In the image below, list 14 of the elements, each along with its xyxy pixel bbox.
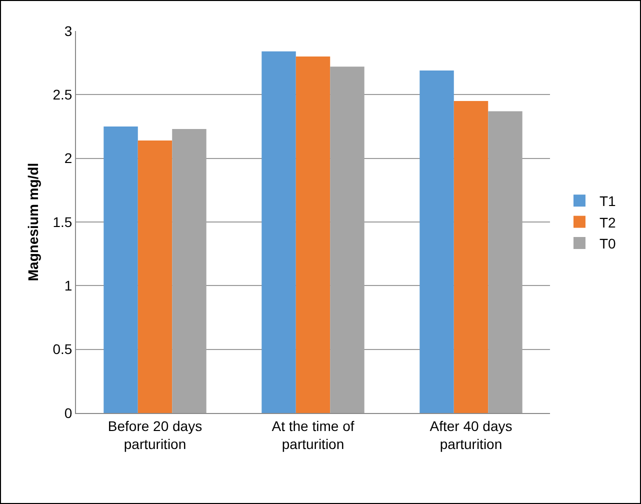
y-tick-label: 3 — [64, 22, 72, 39]
x-tick-label: Before 20 days parturition — [108, 418, 202, 452]
x-tick-label: After 40 days parturition — [430, 418, 512, 452]
y-tick-label: 2 — [64, 150, 72, 166]
y-tick-label: 1 — [64, 278, 72, 294]
legend-label: T0 — [599, 235, 616, 252]
y-tick-label: 1.5 — [52, 214, 72, 230]
y-tick-label: 0 — [64, 404, 72, 421]
legend-label: T2 — [599, 214, 616, 230]
y-axis-title: Magnesium mg/dl — [25, 162, 41, 282]
legend-label: T1 — [599, 193, 616, 210]
x-tick-label: At the time of parturition — [272, 418, 354, 452]
y-tick-label: 2.5 — [52, 86, 72, 103]
y-tick-label: 0.5 — [52, 341, 72, 358]
